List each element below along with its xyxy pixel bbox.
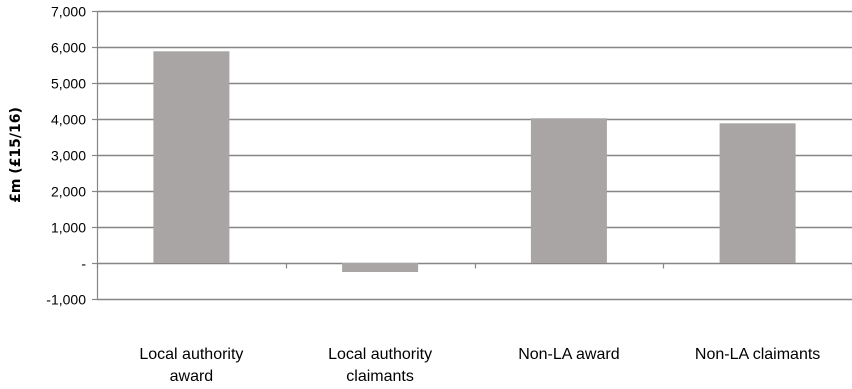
y-tick-label: 6,000 (51, 40, 86, 56)
x-category-label: Local authority award (139, 346, 243, 385)
labels: -1,000-1,0002,0003,0004,0005,0006,0007,0… (46, 4, 820, 386)
y-tick-label: -1,000 (46, 292, 86, 308)
y-axis-title: £m (£15/16) (8, 107, 24, 203)
y-tick-label: 5,000 (51, 76, 86, 92)
bars (153, 51, 796, 272)
x-category-label: Local authority claimants (328, 346, 432, 385)
y-tick-label: 1,000 (51, 220, 86, 236)
y-tick-label: 7,000 (51, 4, 86, 20)
y-tick-label: - (81, 256, 86, 272)
x-category-label: Non-LA award (518, 346, 619, 363)
y-tick-label: 3,000 (51, 148, 86, 164)
bar (342, 263, 419, 272)
x-category-label: Non-LA claimants (695, 346, 820, 363)
bar (153, 51, 230, 263)
axes (92, 10, 852, 301)
y-tick-label: 2,000 (51, 184, 86, 200)
bar (719, 123, 796, 263)
y-tick-label: 4,000 (51, 112, 86, 128)
bar (530, 118, 607, 263)
